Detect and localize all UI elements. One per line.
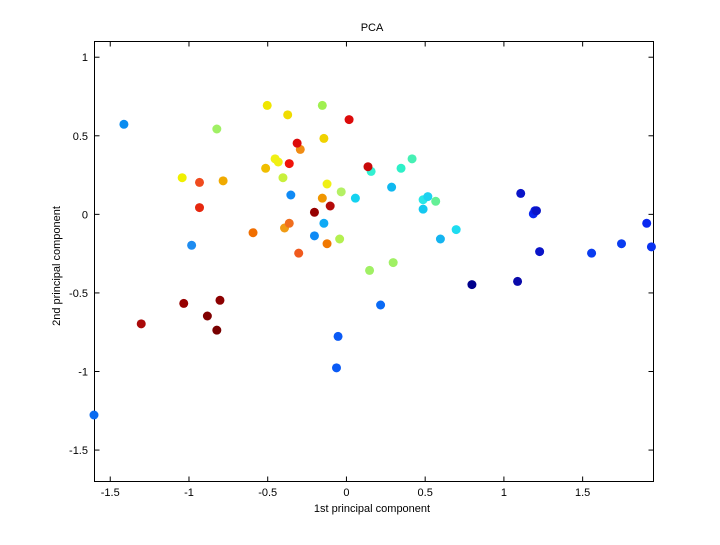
y-tick-label: 0.5 [73, 131, 88, 143]
scatter-point [350, 193, 360, 203]
scatter-point [322, 179, 332, 189]
scatter-point [317, 193, 327, 203]
scatter-point [423, 192, 433, 202]
y-tick-label: -1 [78, 367, 88, 379]
scatter-point [322, 239, 332, 249]
scatter-point [513, 276, 523, 286]
scatter-point [278, 173, 288, 183]
scatter-point [319, 218, 329, 228]
scatter-point [294, 248, 304, 258]
y-tick-label: -1.5 [69, 445, 88, 457]
scatter-point [333, 331, 343, 341]
scatter-point [212, 124, 222, 134]
scatter-point [136, 319, 146, 329]
x-axis-label: 1st principal component [314, 503, 430, 515]
scatter-point [261, 163, 271, 173]
y-tick-label: 0 [82, 209, 88, 221]
scatter-point [309, 207, 319, 217]
data-points [89, 100, 656, 420]
y-tick-label: 1 [82, 52, 88, 64]
x-axis: -1.5 -1 -0.5 0 0.5 1 1.5 [101, 41, 590, 499]
scatter-point [248, 228, 258, 238]
scatter-point [344, 115, 354, 125]
scatter-point [646, 242, 656, 252]
scatter-point [309, 231, 319, 241]
scatter-point [286, 190, 296, 200]
x-tick-label: 0.5 [418, 487, 433, 499]
scatter-point [642, 218, 652, 228]
scatter-point [215, 295, 225, 305]
scatter-point [365, 265, 375, 275]
scatter-point [535, 247, 545, 257]
scatter-point [202, 311, 212, 321]
scatter-point [292, 138, 302, 148]
scatter-point [451, 225, 461, 235]
x-tick-label: 1 [501, 487, 507, 499]
scatter-point [516, 188, 526, 198]
x-tick-label: 0 [343, 487, 349, 499]
scatter-point [387, 182, 397, 192]
scatter-point [187, 240, 197, 250]
scatter-point [388, 258, 398, 268]
scatter-point [407, 154, 417, 164]
scatter-point [89, 410, 99, 420]
y-axis-label: 2nd principal component [51, 206, 63, 326]
scatter-point [119, 119, 129, 129]
scatter-point [467, 280, 477, 290]
scatter-point [284, 159, 294, 169]
y-axis: -1.5 -1 -0.5 0 0.5 1 [69, 52, 654, 457]
scatter-point [376, 300, 386, 310]
scatter-point [531, 206, 541, 216]
scatter-point [195, 177, 205, 187]
scatter-point [195, 203, 205, 213]
x-tick-label: -1.5 [101, 487, 120, 499]
scatter-point [431, 196, 441, 206]
scatter-point [212, 325, 222, 335]
scatter-point [284, 218, 294, 228]
scatter-point [435, 234, 445, 244]
scatter-point [283, 110, 293, 120]
axes-frame [94, 41, 654, 482]
x-tick-label: -1 [184, 487, 194, 499]
scatter-point [179, 298, 189, 308]
scatter-point [336, 187, 346, 197]
scatter-point [396, 163, 406, 173]
scatter-point [331, 363, 341, 373]
x-tick-label: 1.5 [575, 487, 590, 499]
scatter-point [617, 239, 627, 249]
scatter-point [335, 234, 345, 244]
chart-title: PCA [361, 22, 384, 34]
scatter-point [325, 201, 335, 211]
scatter-point [319, 133, 329, 143]
scatter-point [363, 162, 373, 172]
scatter-point [317, 100, 327, 110]
x-tick-label: -0.5 [258, 487, 277, 499]
y-tick-label: -0.5 [69, 288, 88, 300]
scatter-point [273, 157, 283, 167]
scatter-point [262, 100, 272, 110]
scatter-point [418, 204, 428, 214]
scatter-point [177, 173, 187, 183]
scatter-point [218, 176, 228, 186]
scatter-point [587, 248, 597, 258]
